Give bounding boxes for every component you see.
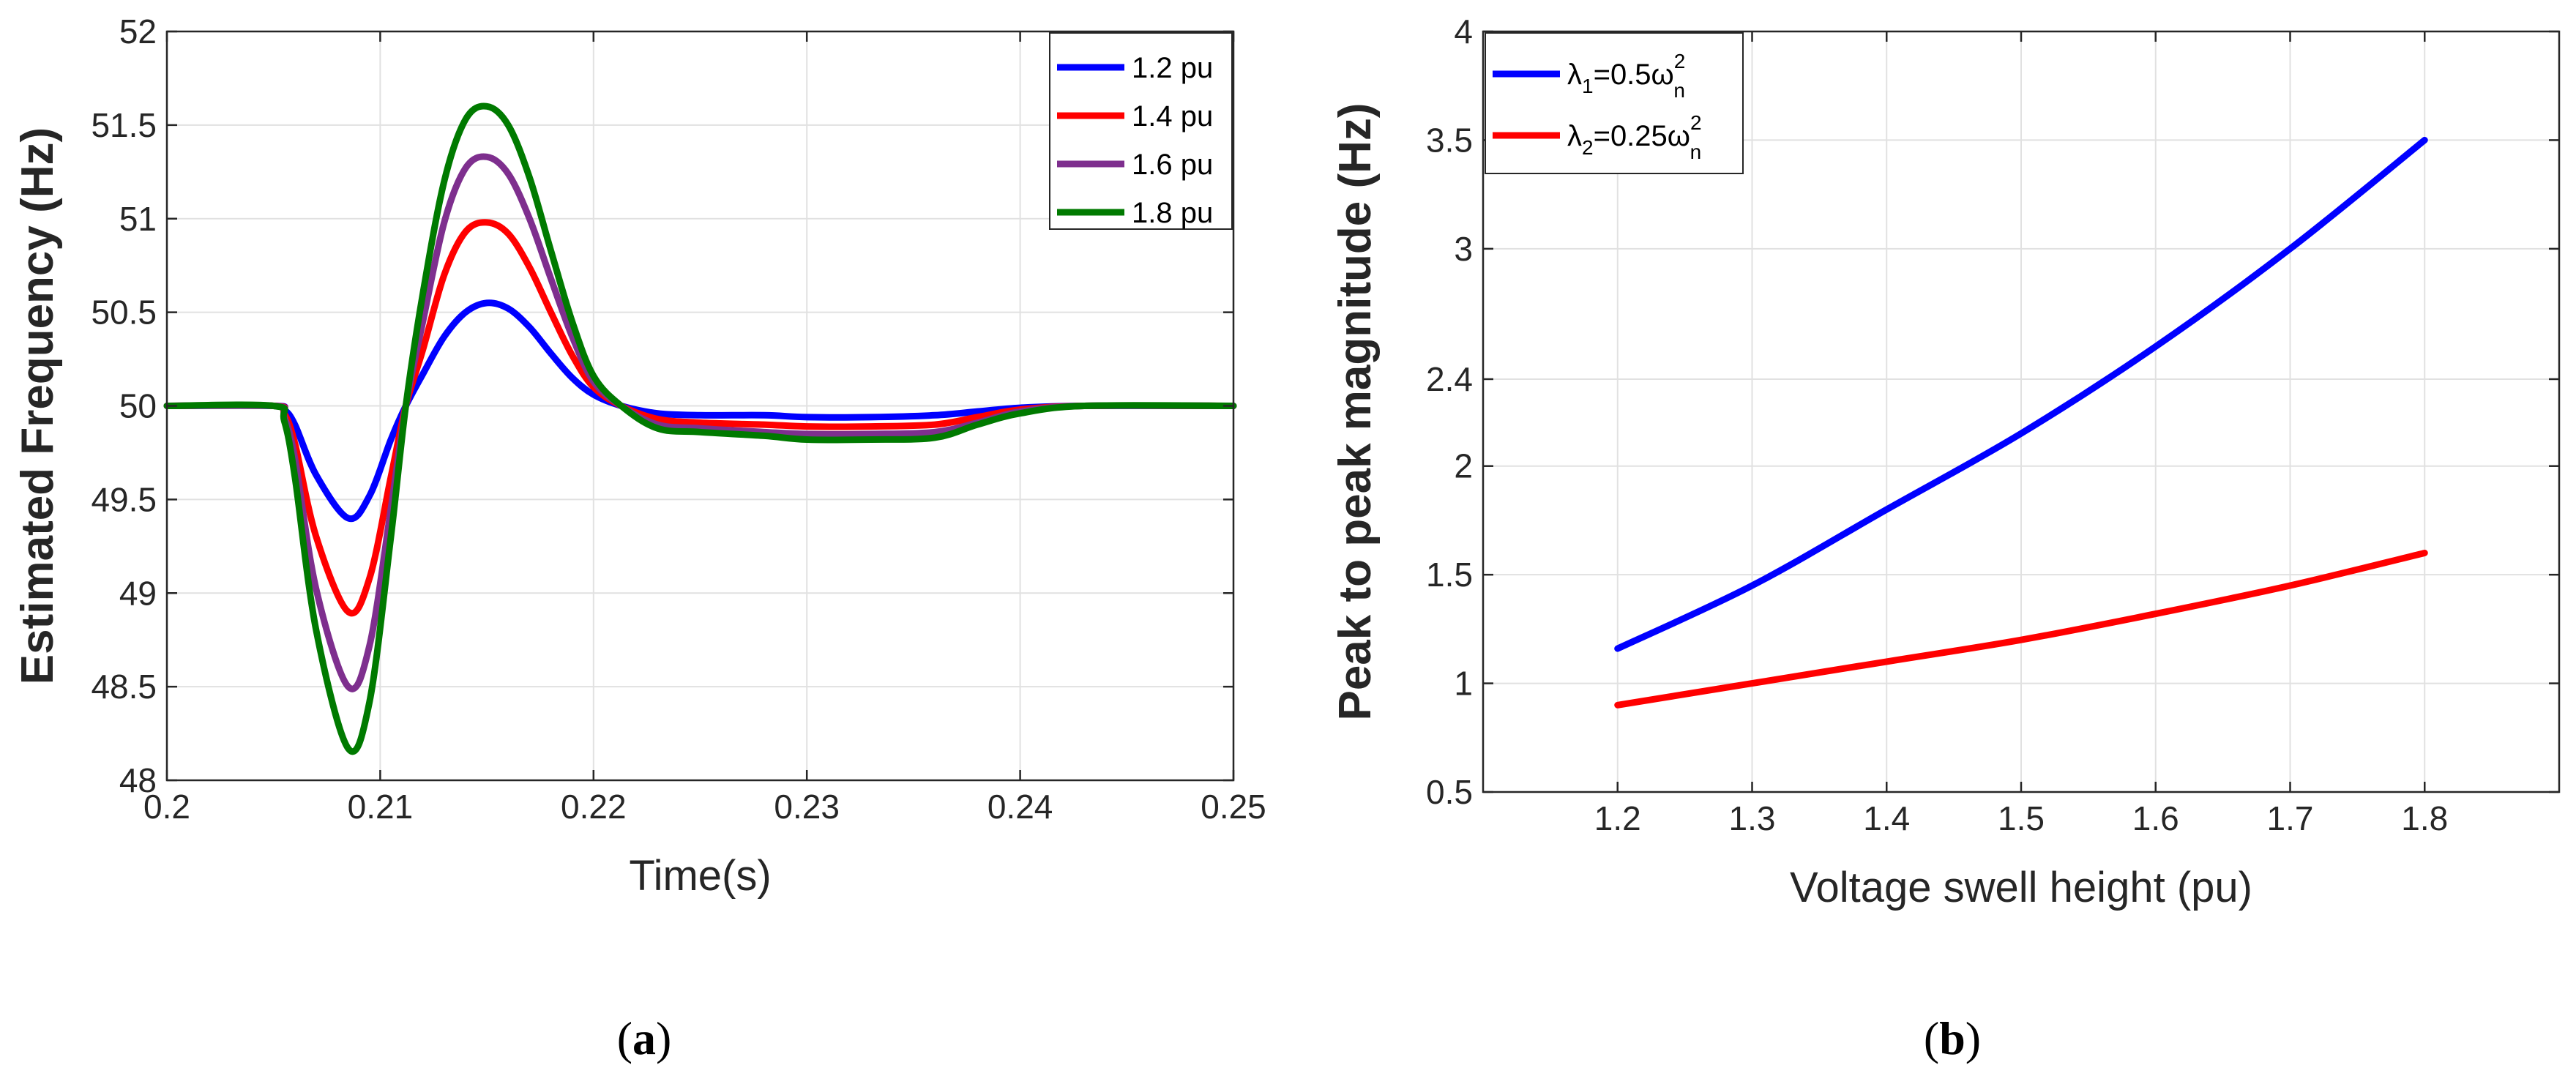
y-tick-label: 4 — [1454, 12, 1473, 51]
x-tick-label: 0.23 — [774, 788, 840, 826]
x-tick-label: 1.5 — [1998, 799, 2045, 837]
series-line-1 — [163, 299, 1237, 523]
legend-label-1: 1.2 pu — [1132, 52, 1213, 84]
x-tick-label: 0.25 — [1201, 788, 1266, 826]
legend-label-2: λ2=0.25ω2 n — [1567, 111, 1702, 163]
y-tick-label: 1 — [1454, 665, 1473, 703]
series-group — [1614, 136, 2428, 709]
x-tick-label: 1.3 — [1729, 799, 1776, 837]
y-tick-label: 2 — [1454, 447, 1473, 485]
y-axis-label: Estimated Frequency (Hz) — [12, 127, 63, 684]
y-tick-label: 1.5 — [1426, 556, 1473, 594]
y-tick-label: 2.4 — [1426, 360, 1473, 398]
y-tick-label: 50 — [119, 387, 157, 425]
panel-b-peak-to-peak-chart: 1.2 1.3 1.4 1.5 1.6 1.7 1.8 0.5 1 1.5 2 2.4 3 3.5 4 Vol… — [1330, 12, 2561, 1064]
y-tick-label: 52 — [119, 12, 157, 51]
x-axis-label: Time(s) — [629, 852, 771, 900]
series-line-3 — [163, 153, 1237, 692]
series-line-4 — [163, 102, 1237, 755]
y-tick-label: 48 — [119, 761, 157, 799]
y-axis-label: Peak to peak magnitude (Hz) — [1330, 102, 1381, 720]
x-tick-label: 1.6 — [2132, 799, 2179, 837]
legend-box — [1485, 32, 1744, 174]
legend: λ1=0.5ω2 n λ2=0.25ω2 n — [1485, 32, 1744, 174]
x-tick-label: 0.24 — [988, 788, 1053, 826]
series-line-2 — [163, 219, 1237, 617]
x-axis-label: Voltage swell height (pu) — [1790, 864, 2252, 911]
y-tick-label: 51 — [119, 200, 157, 238]
x-tick-label: 1.4 — [1863, 799, 1910, 837]
panel-a-frequency-chart: 0.2 0.21 0.22 0.23 0.24 0.25 48 48.5 49 49.5 50 50.… — [12, 12, 1266, 1064]
y-tick-label: 3 — [1454, 230, 1473, 268]
y-tick-label: 51.5 — [91, 106, 157, 144]
y-tick-label: 0.5 — [1426, 773, 1473, 811]
legend-label-1: λ1=0.5ω2 n — [1567, 50, 1685, 102]
x-tick-label: 0.2 — [143, 788, 190, 826]
x-tick-label: 1.7 — [2267, 799, 2314, 837]
legend-label-3: 1.6 pu — [1132, 149, 1213, 181]
x-tick-label: 1.8 — [2401, 799, 2448, 837]
series-line-2 — [1614, 549, 2428, 709]
series-group — [163, 102, 1237, 755]
y-tick-label: 3.5 — [1426, 121, 1473, 159]
x-tick-label: 1.2 — [1594, 799, 1641, 837]
legend-label-4: 1.8 pu — [1132, 197, 1213, 229]
legend: 1.2 pu 1.4 pu 1.6 pu 1.8 pu — [1049, 32, 1233, 230]
y-tick-label: 48.5 — [91, 668, 157, 706]
panel-caption: (b) — [1924, 1012, 1981, 1064]
y-tick-label: 49.5 — [91, 480, 157, 518]
x-tick-label: 0.21 — [348, 788, 414, 826]
panel-caption: (a) — [617, 1012, 672, 1064]
legend-label-2: 1.4 pu — [1132, 100, 1213, 132]
series-line-1 — [1614, 136, 2428, 652]
x-tick-label: 0.22 — [561, 788, 627, 826]
y-tick-label: 49 — [119, 574, 157, 612]
y-tick-label: 50.5 — [91, 294, 157, 332]
